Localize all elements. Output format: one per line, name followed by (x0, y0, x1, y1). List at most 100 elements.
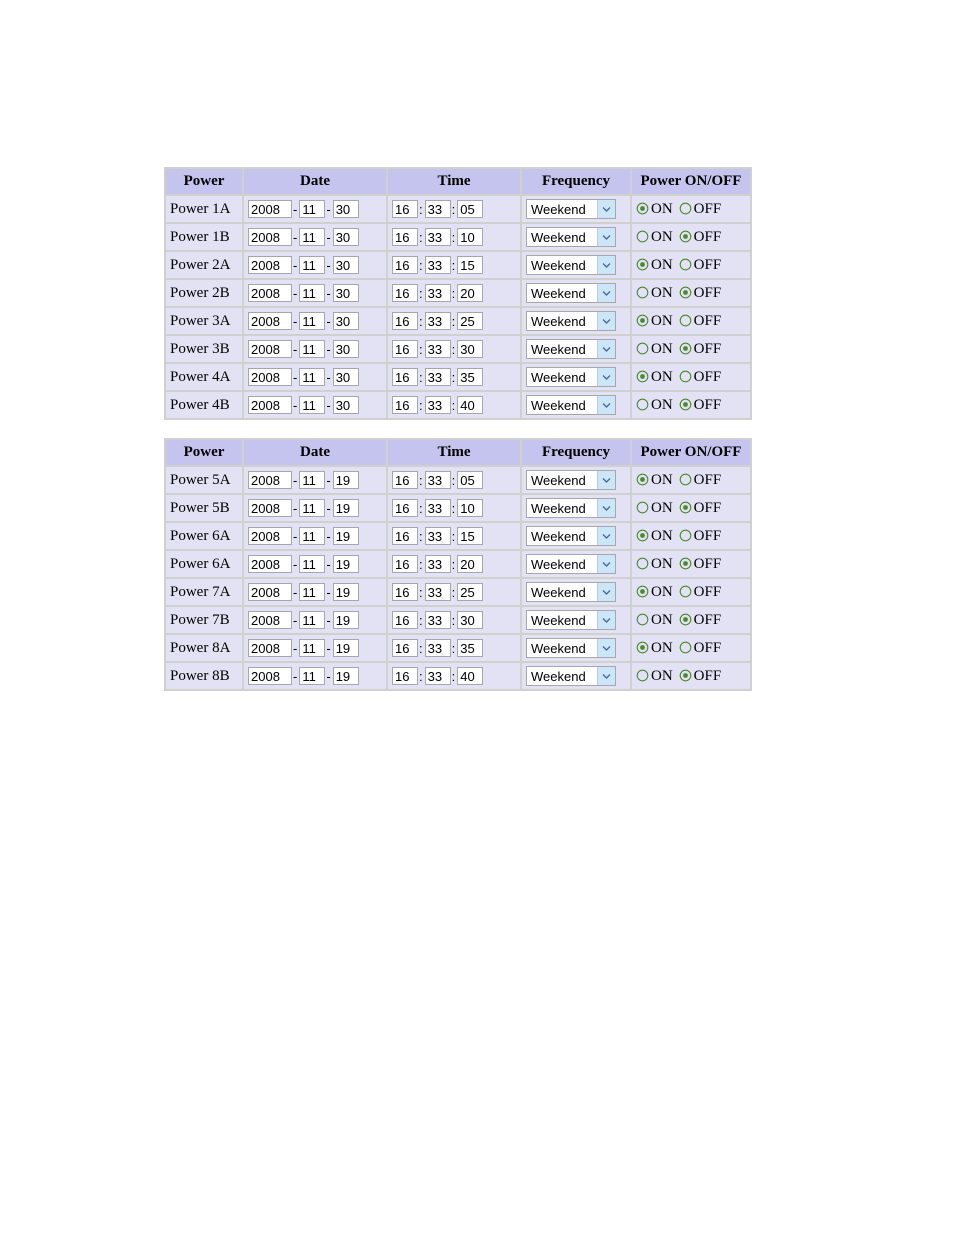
radio-off[interactable] (679, 667, 694, 683)
frequency-select[interactable]: Weekend (526, 311, 616, 331)
second-input[interactable] (457, 527, 483, 545)
frequency-dropdown-button[interactable] (597, 527, 615, 545)
hour-input[interactable] (392, 200, 418, 218)
year-input[interactable] (248, 667, 292, 685)
radio-off[interactable] (679, 583, 694, 599)
second-input[interactable] (457, 340, 483, 358)
radio-off[interactable] (679, 499, 694, 515)
month-input[interactable] (299, 256, 325, 274)
radio-on[interactable] (636, 583, 651, 599)
radio-off[interactable] (679, 555, 694, 571)
frequency-dropdown-button[interactable] (597, 639, 615, 657)
radio-on[interactable] (636, 396, 651, 412)
day-input[interactable] (333, 256, 359, 274)
minute-input[interactable] (425, 499, 451, 517)
day-input[interactable] (333, 499, 359, 517)
frequency-select[interactable]: Weekend (526, 638, 616, 658)
day-input[interactable] (333, 368, 359, 386)
frequency-select[interactable]: Weekend (526, 367, 616, 387)
frequency-dropdown-button[interactable] (597, 312, 615, 330)
radio-off[interactable] (679, 340, 694, 356)
minute-input[interactable] (425, 340, 451, 358)
second-input[interactable] (457, 284, 483, 302)
hour-input[interactable] (392, 555, 418, 573)
minute-input[interactable] (425, 256, 451, 274)
day-input[interactable] (333, 312, 359, 330)
month-input[interactable] (299, 471, 325, 489)
month-input[interactable] (299, 611, 325, 629)
second-input[interactable] (457, 368, 483, 386)
hour-input[interactable] (392, 256, 418, 274)
frequency-select[interactable]: Weekend (526, 470, 616, 490)
year-input[interactable] (248, 499, 292, 517)
radio-on[interactable] (636, 555, 651, 571)
minute-input[interactable] (425, 527, 451, 545)
frequency-dropdown-button[interactable] (597, 583, 615, 601)
day-input[interactable] (333, 284, 359, 302)
second-input[interactable] (457, 200, 483, 218)
month-input[interactable] (299, 284, 325, 302)
radio-on[interactable] (636, 499, 651, 515)
day-input[interactable] (333, 583, 359, 601)
radio-on[interactable] (636, 368, 651, 384)
year-input[interactable] (248, 228, 292, 246)
month-input[interactable] (299, 228, 325, 246)
radio-off[interactable] (679, 200, 694, 216)
second-input[interactable] (457, 396, 483, 414)
hour-input[interactable] (392, 527, 418, 545)
year-input[interactable] (248, 368, 292, 386)
minute-input[interactable] (425, 396, 451, 414)
minute-input[interactable] (425, 555, 451, 573)
frequency-select[interactable]: Weekend (526, 554, 616, 574)
second-input[interactable] (457, 611, 483, 629)
year-input[interactable] (248, 340, 292, 358)
second-input[interactable] (457, 499, 483, 517)
minute-input[interactable] (425, 639, 451, 657)
day-input[interactable] (333, 611, 359, 629)
minute-input[interactable] (425, 284, 451, 302)
second-input[interactable] (457, 471, 483, 489)
month-input[interactable] (299, 396, 325, 414)
month-input[interactable] (299, 200, 325, 218)
second-input[interactable] (457, 312, 483, 330)
hour-input[interactable] (392, 312, 418, 330)
second-input[interactable] (457, 228, 483, 246)
month-input[interactable] (299, 527, 325, 545)
radio-off[interactable] (679, 284, 694, 300)
second-input[interactable] (457, 583, 483, 601)
day-input[interactable] (333, 639, 359, 657)
frequency-dropdown-button[interactable] (597, 284, 615, 302)
month-input[interactable] (299, 639, 325, 657)
day-input[interactable] (333, 667, 359, 685)
year-input[interactable] (248, 639, 292, 657)
year-input[interactable] (248, 312, 292, 330)
frequency-dropdown-button[interactable] (597, 471, 615, 489)
hour-input[interactable] (392, 396, 418, 414)
radio-on[interactable] (636, 312, 651, 328)
hour-input[interactable] (392, 499, 418, 517)
second-input[interactable] (457, 256, 483, 274)
month-input[interactable] (299, 312, 325, 330)
hour-input[interactable] (392, 284, 418, 302)
minute-input[interactable] (425, 611, 451, 629)
frequency-select[interactable]: Weekend (526, 283, 616, 303)
year-input[interactable] (248, 471, 292, 489)
minute-input[interactable] (425, 312, 451, 330)
second-input[interactable] (457, 639, 483, 657)
hour-input[interactable] (392, 228, 418, 246)
frequency-dropdown-button[interactable] (597, 228, 615, 246)
radio-off[interactable] (679, 312, 694, 328)
year-input[interactable] (248, 284, 292, 302)
day-input[interactable] (333, 200, 359, 218)
radio-off[interactable] (679, 527, 694, 543)
year-input[interactable] (248, 256, 292, 274)
frequency-select[interactable]: Weekend (526, 610, 616, 630)
frequency-dropdown-button[interactable] (597, 667, 615, 685)
hour-input[interactable] (392, 639, 418, 657)
radio-off[interactable] (679, 639, 694, 655)
hour-input[interactable] (392, 340, 418, 358)
radio-on[interactable] (636, 200, 651, 216)
year-input[interactable] (248, 583, 292, 601)
day-input[interactable] (333, 471, 359, 489)
second-input[interactable] (457, 555, 483, 573)
